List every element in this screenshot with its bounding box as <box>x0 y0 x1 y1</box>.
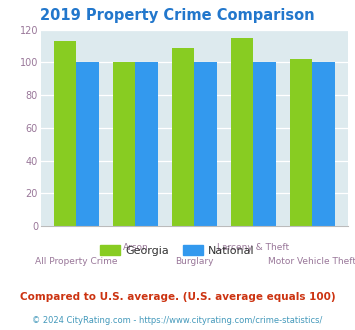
Bar <box>135 62 158 226</box>
Legend: Georgia, National: Georgia, National <box>95 241 260 260</box>
Text: 2019 Property Crime Comparison: 2019 Property Crime Comparison <box>40 8 315 23</box>
Bar <box>172 48 195 226</box>
Text: © 2024 CityRating.com - https://www.cityrating.com/crime-statistics/: © 2024 CityRating.com - https://www.city… <box>32 316 323 325</box>
Bar <box>54 41 76 226</box>
Text: Compared to U.S. average. (U.S. average equals 100): Compared to U.S. average. (U.S. average … <box>20 292 335 302</box>
Text: Burglary: Burglary <box>175 257 214 266</box>
Bar <box>253 62 276 226</box>
Text: Motor Vehicle Theft: Motor Vehicle Theft <box>268 257 355 266</box>
Bar <box>195 62 217 226</box>
Bar <box>312 62 335 226</box>
Text: Arson: Arson <box>122 243 148 252</box>
Text: All Property Crime: All Property Crime <box>35 257 118 266</box>
Bar <box>76 62 99 226</box>
Bar <box>290 59 312 226</box>
Bar <box>113 62 135 226</box>
Bar <box>231 38 253 226</box>
Text: Larceny & Theft: Larceny & Theft <box>217 243 289 252</box>
